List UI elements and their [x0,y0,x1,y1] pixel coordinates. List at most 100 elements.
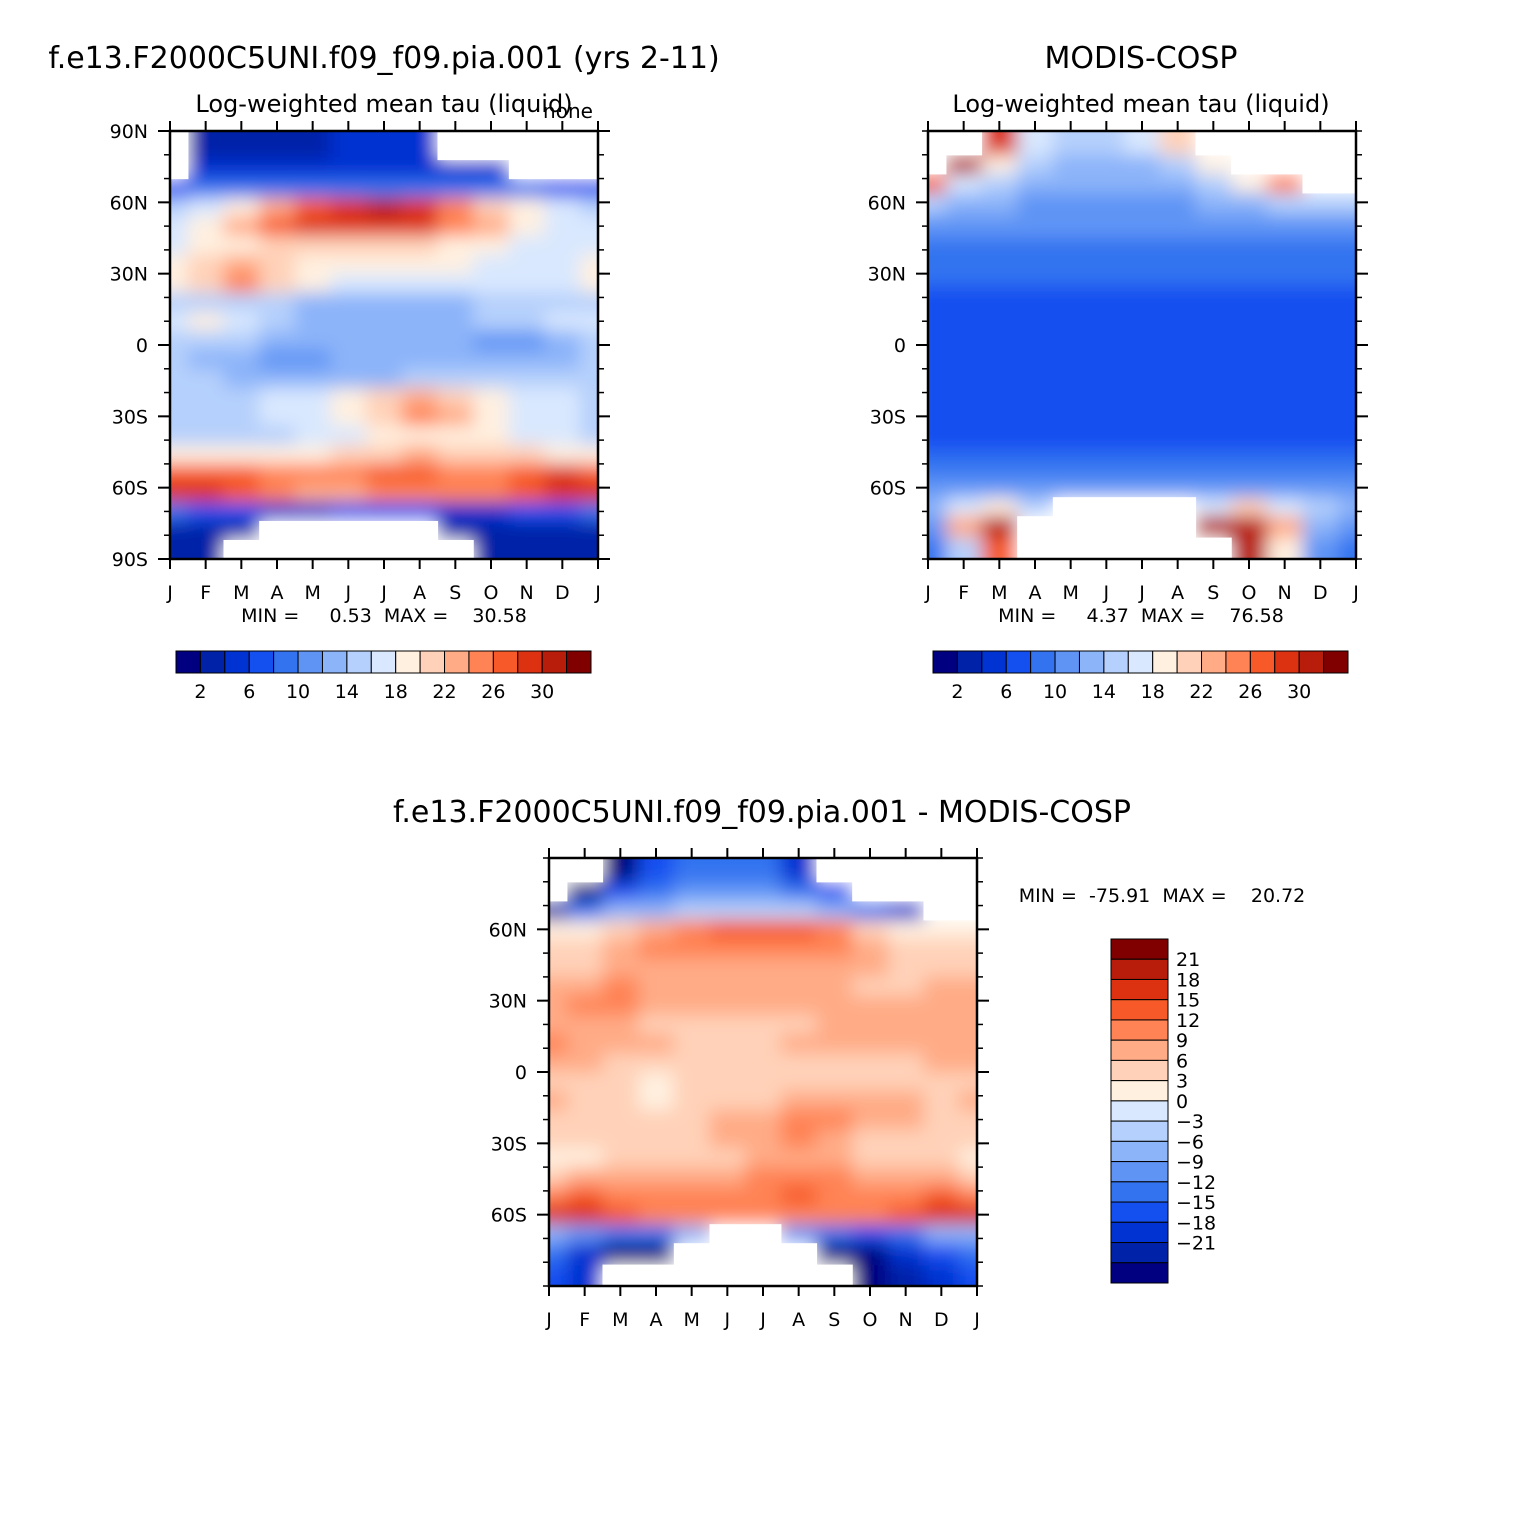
contour-cell [1124,428,1161,453]
missing-data-cell [745,1243,782,1266]
contour-cell [473,254,510,275]
contour-cell [294,425,332,446]
contour-cell [401,482,439,503]
colorbar-swatch [1127,650,1154,674]
contour-cell [401,387,439,408]
contour-cell [1088,475,1125,498]
x-tick-label: M [991,582,1007,604]
colorbar-label: 22 [1189,681,1213,703]
contour-cell [887,1033,925,1054]
contour-cell [566,1033,604,1054]
contour-cell [1302,537,1339,559]
contour-cell [1302,428,1339,453]
missing-data-cell [1159,537,1197,559]
contour-cell [887,976,925,997]
contour-cell [959,1243,977,1266]
contour-cell [259,349,296,370]
contour-cell [816,1148,853,1168]
contour-cell [549,1072,568,1092]
contour-cell [473,349,510,370]
contour-cell [981,309,1018,334]
contour-cell [1052,380,1090,406]
contour-cell [508,444,546,465]
contour-cell [508,482,546,503]
contour-cell [566,900,604,921]
contour-cell [638,1091,675,1111]
contour-cell [923,1014,960,1035]
contour-cell [473,178,510,199]
contour-cell [1052,261,1090,287]
contour-cell [544,178,581,199]
contour-cell [294,444,332,465]
x-tick-label: J [166,582,173,604]
missing-data-cell [1338,173,1356,194]
contour-cell [1231,404,1268,429]
contour-cell [1052,309,1090,334]
contour-cell [959,995,977,1016]
colorbar-swatch [1110,1080,1169,1102]
contour-cell [745,1148,782,1168]
contour-cell [638,1167,675,1187]
contour-cell [1159,131,1197,156]
contour-cell [401,425,439,446]
contour-cell [923,1264,960,1286]
contour-cell [1195,428,1232,453]
contour-cell [294,159,332,180]
contour-cell [366,273,403,294]
contour-cell [294,292,332,313]
contour-cell [1302,404,1339,429]
contour-cell [1195,214,1232,239]
contour-cell [928,333,947,358]
contour-cell [887,1052,925,1073]
missing-data-cell [1266,131,1304,156]
contour-cell [437,292,474,313]
contour-cell [1124,131,1161,156]
contour-cell [294,273,332,294]
y-tick-label: 30S [870,406,906,428]
contour-cell [1266,497,1304,517]
contour-cell [223,273,260,294]
contour-cell [473,539,510,559]
contour-cell [1231,356,1268,382]
contour-cell [1159,333,1197,358]
contour-cell [709,1052,746,1073]
contour-cell [1195,173,1232,194]
missing-data-cell [1088,497,1125,517]
contour-cell [959,1014,977,1035]
contour-cell [544,311,581,332]
contour-cell [709,919,746,940]
contour-cell [1266,428,1304,453]
x-tick-label: S [1207,582,1219,604]
contour-cell [580,178,598,199]
contour-cell [816,919,853,940]
y-tick-label: 30N [489,991,527,1013]
contour-cell [1195,154,1232,175]
contour-cell [330,311,367,332]
contour-cell [1195,356,1232,382]
contour-cell [330,131,367,161]
contour-cell [580,387,598,408]
contour-cell [330,406,367,427]
contour-cell [945,428,983,453]
contour-cell [923,1224,960,1244]
contour-cell [170,235,189,256]
contour-cell [330,444,367,465]
contour-cell [223,444,260,465]
contour-cell [852,1148,889,1168]
colorbar-swatch [444,650,470,674]
contour-cell [259,197,296,218]
contour-cell [1017,309,1054,334]
contour-cell [473,235,510,256]
contour-cell [1159,192,1197,215]
contour-cell [745,1072,782,1092]
contour-cell [981,238,1018,263]
contour-cell [1159,173,1197,194]
contour-cell [780,1186,818,1206]
contour-cell [981,261,1018,287]
contour-cell [923,1033,960,1054]
contour-cell [473,425,510,446]
contour-cell [508,235,546,256]
contour-cell [923,938,960,959]
